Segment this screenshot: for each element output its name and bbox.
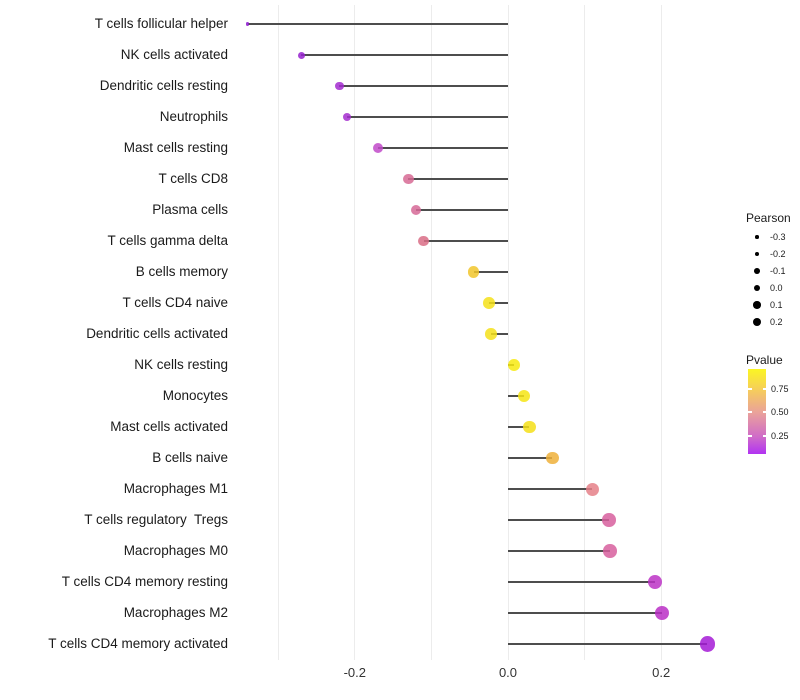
category-label: Macrophages M0	[123, 543, 228, 558]
lollipop-dot	[245, 22, 250, 26]
lollipop-stem	[508, 519, 610, 521]
lollipop-stem	[339, 85, 508, 87]
legend-pearson-dot	[753, 301, 761, 309]
lollipop-stem	[408, 178, 508, 180]
gridline	[584, 5, 586, 660]
category-label: T cells follicular helper	[94, 16, 228, 31]
category-label: Macrophages M2	[123, 605, 228, 620]
category-label: T cells CD4 memory activated	[48, 636, 228, 651]
lollipop-stem	[508, 550, 610, 552]
legend-pearson-dot	[755, 235, 759, 239]
lollipop-stem	[508, 457, 553, 459]
legend-pvalue-title: Pvalue	[746, 353, 783, 367]
category-label: Neutrophils	[159, 109, 228, 124]
legend-pearson-value: 0.0	[770, 283, 783, 293]
lollipop-dot	[518, 390, 531, 402]
legend-pearson-value: -0.1	[770, 266, 786, 276]
category-label: Mast cells activated	[110, 419, 228, 434]
lollipop-stem	[301, 54, 508, 56]
gridline	[660, 5, 662, 660]
lollipop-stem	[508, 426, 530, 428]
category-label: B cells naive	[152, 450, 228, 465]
lollipop-stem	[377, 147, 508, 149]
category-label: Monocytes	[162, 388, 228, 403]
lollipop-stem	[473, 271, 508, 273]
lollipop-stem	[508, 488, 593, 490]
lollipop-stem	[491, 333, 508, 335]
legend-pvalue-value: 0.75	[771, 384, 789, 394]
lollipop-stem	[508, 395, 525, 397]
legend-pvalue-tick	[762, 411, 766, 413]
lollipop-dot	[699, 636, 715, 652]
legend-pearson-value: -0.2	[770, 249, 786, 259]
category-label: Dendritic cells resting	[99, 78, 228, 93]
category-label: T cells regulatory Tregs	[84, 512, 228, 527]
x-tick-label: 0.0	[498, 665, 518, 680]
category-label: T cells CD4 naive	[122, 295, 228, 310]
lollipop-dot	[523, 420, 536, 434]
category-label: NK cells activated	[120, 47, 228, 62]
legend-pvalue-tick	[748, 411, 752, 413]
legend-pearson-value: 0.2	[770, 317, 783, 327]
lollipop-stem	[488, 302, 508, 304]
legend-pearson-dot	[754, 268, 760, 274]
lollipop-dot	[342, 112, 352, 122]
legend-pearson-title: Pearson	[746, 211, 791, 225]
lollipop-stem	[508, 612, 662, 614]
x-tick-label: 0.2	[652, 665, 671, 680]
category-label: NK cells resting	[134, 357, 228, 372]
legend-pvalue-tick	[762, 388, 766, 390]
lollipop-dot	[508, 359, 521, 371]
legend-pvalue-tick	[748, 435, 752, 437]
category-label: T cells CD4 memory resting	[61, 574, 228, 589]
gridline	[507, 5, 509, 660]
gridline	[277, 5, 279, 660]
category-label: Mast cells resting	[123, 140, 228, 155]
lollipop-dot	[602, 513, 616, 527]
legend-pearson-dot	[752, 317, 762, 327]
lollipop-dot	[648, 575, 663, 589]
lollipop-dot	[410, 204, 422, 216]
lollipop-stem	[508, 643, 708, 645]
lollipop-stem	[423, 240, 508, 242]
lollipop-dot	[297, 51, 305, 59]
legend-pvalue-tick	[748, 388, 752, 390]
category-label: B cells memory	[135, 264, 228, 279]
legend-pearson-dot	[754, 251, 760, 257]
lollipop-dot	[467, 266, 480, 278]
legend-pearson-value: -0.3	[770, 232, 786, 242]
category-label: T cells gamma delta	[107, 233, 228, 248]
lollipop-dot	[585, 482, 599, 496]
category-label: T cells CD8	[158, 171, 228, 186]
category-label: Dendritic cells activated	[86, 326, 228, 341]
lollipop-dot	[418, 235, 430, 247]
legend-pvalue-tick	[762, 435, 766, 437]
lollipop-dot	[603, 544, 617, 558]
lollipop-stem	[247, 23, 508, 25]
lollipop-stem	[347, 116, 508, 118]
lollipop-dot	[335, 81, 344, 91]
lollipop-dot	[485, 328, 497, 340]
category-label: Macrophages M1	[123, 481, 228, 496]
lollipop-dot	[546, 451, 559, 465]
legend-pvalue-value: 0.50	[771, 407, 789, 417]
legend-pearson-dot	[753, 284, 761, 292]
x-tick-label: -0.2	[343, 665, 366, 680]
gridline	[354, 5, 356, 660]
category-label: Plasma cells	[152, 202, 228, 217]
lollipop-stem	[508, 581, 656, 583]
lollipop-dot	[403, 173, 414, 185]
legend-pvalue-value: 0.25	[771, 431, 789, 441]
lollipop-dot	[372, 143, 383, 153]
legend-pvalue-colorbar	[748, 369, 766, 454]
legend-pearson-value: 0.1	[770, 300, 783, 310]
lollipop-stem	[416, 209, 508, 211]
lollipop-dot	[654, 605, 670, 621]
gridline	[430, 5, 432, 660]
lollipop-dot	[483, 297, 495, 309]
